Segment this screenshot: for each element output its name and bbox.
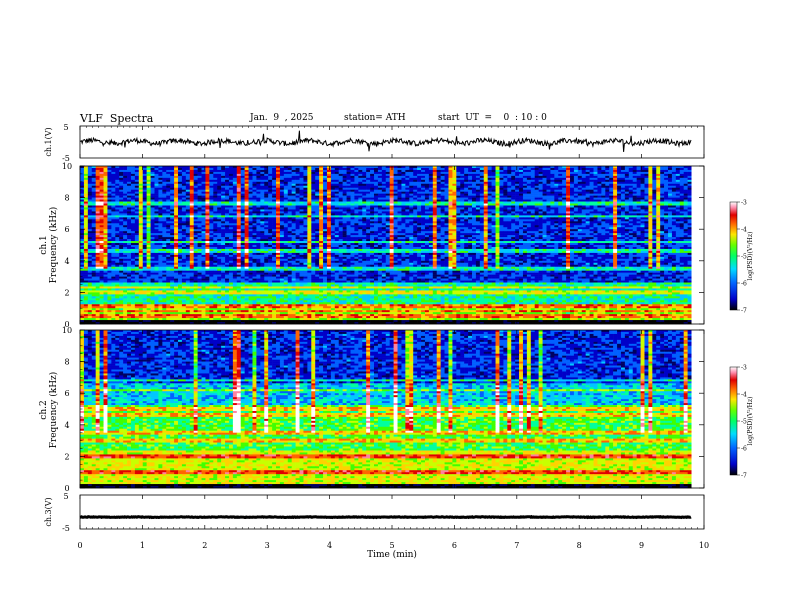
ch2-colorbar bbox=[729, 366, 738, 476]
ch3-ytick-top: 5 bbox=[63, 492, 68, 501]
figure-title: VLF Spectra bbox=[80, 112, 153, 125]
freq-tick-label: 0 bbox=[64, 320, 69, 329]
ch2-colorbar-ticks: -3 -4 -5 -6 -7 bbox=[737, 365, 747, 480]
x-tick-label: 6 bbox=[452, 541, 457, 550]
x-tick-label: 2 bbox=[202, 541, 207, 550]
freq-tick-label: 10 bbox=[62, 326, 72, 335]
x-tick-label: 3 bbox=[265, 541, 270, 550]
ch2-freq-axis-label: Frequency (kHz) bbox=[48, 372, 59, 449]
ch2-freq-ticks: 0 2 4 6 8 10 bbox=[62, 326, 704, 493]
ch2-channel-label: ch.2 bbox=[39, 400, 49, 419]
ch1-channel-label: ch.1 bbox=[39, 235, 49, 254]
ch1-waveform-ylabel: ch.1(V) bbox=[44, 127, 53, 156]
colorbar-tick-label: -6 bbox=[741, 446, 747, 453]
colorbar-tick-label: -5 bbox=[741, 419, 747, 426]
freq-tick-label: 6 bbox=[64, 225, 69, 234]
ch1-waveform-panel: 5 -5 ch.1(V) bbox=[44, 123, 705, 163]
x-tick-label: 9 bbox=[639, 541, 644, 550]
x-tick-label: 1 bbox=[140, 541, 145, 550]
colorbar-tick-label: -6 bbox=[741, 281, 747, 288]
date-label: Jan. 9 , 2025 bbox=[250, 113, 313, 123]
ch3-waveform-frame bbox=[79, 494, 705, 530]
ch1-waveform-trace bbox=[80, 130, 692, 152]
x-tick-label: 8 bbox=[577, 541, 582, 550]
x-tick-label: 5 bbox=[389, 541, 394, 550]
start-time-label: start UT = 0 : 10 : 0 bbox=[438, 113, 547, 123]
ch1-freq-ticks: 0 2 4 6 8 10 bbox=[62, 162, 704, 329]
ch3-waveform-trace bbox=[79, 514, 692, 520]
colorbar-tick-label: -4 bbox=[741, 227, 747, 234]
ch2-colorbar-label: log(PSD)(V²/Hz) bbox=[747, 397, 754, 446]
colorbar-tick-label: -3 bbox=[741, 200, 747, 207]
ch1-colorbar-label: log(PSD)(V²/Hz) bbox=[747, 232, 754, 281]
colorbar-tick-label: -5 bbox=[741, 254, 747, 261]
freq-tick-label: 8 bbox=[64, 358, 69, 367]
ch3-waveform-ylabel: ch.3(V) bbox=[44, 497, 53, 526]
spectrogram-cells bbox=[80, 166, 692, 325]
x-tick-label: 10 bbox=[699, 541, 709, 550]
colorbar-tick-label: -7 bbox=[741, 473, 747, 480]
ch1-spectrogram-image bbox=[80, 166, 704, 325]
x-tick-label: 0 bbox=[77, 541, 82, 550]
ch1-colorbar-ticks: -3 -4 -5 -6 -7 bbox=[737, 200, 747, 315]
ch1-ytick-top: 5 bbox=[63, 123, 68, 132]
spectrogram-cells bbox=[80, 330, 692, 489]
freq-tick-label: 4 bbox=[64, 257, 69, 266]
freq-tick-label: 6 bbox=[64, 389, 69, 398]
no-data-region bbox=[691, 330, 704, 488]
colorbar-tick-label: -3 bbox=[741, 365, 747, 372]
colorbar-tick-label: -4 bbox=[741, 392, 747, 399]
freq-tick-label: 2 bbox=[64, 452, 69, 461]
time-axis-ticks: 0 1 2 3 4 5 6 7 8 9 10 bbox=[77, 126, 709, 550]
ch3-ytick-bottom: -5 bbox=[62, 524, 70, 533]
ch1-colorbar bbox=[729, 201, 738, 311]
freq-tick-label: 2 bbox=[64, 288, 69, 297]
ch1-ytick-bottom: -5 bbox=[62, 154, 70, 163]
freq-tick-label: 10 bbox=[62, 162, 72, 171]
freq-tick-label: 0 bbox=[64, 484, 69, 493]
freq-tick-label: 4 bbox=[64, 421, 69, 430]
x-tick-label: 7 bbox=[514, 541, 519, 550]
ch1-freq-axis-label: Frequency (kHz) bbox=[48, 207, 59, 284]
time-axis-label: Time (min) bbox=[367, 549, 417, 560]
freq-tick-label: 8 bbox=[64, 194, 69, 203]
ch3-waveform-panel: 5 -5 ch.3(V) bbox=[44, 492, 705, 533]
station-label: station= ATH bbox=[344, 113, 406, 123]
no-data-region bbox=[691, 166, 704, 324]
colorbar-tick-label: -7 bbox=[741, 308, 747, 315]
x-tick-label: 4 bbox=[327, 541, 332, 550]
ch2-spectrogram-image bbox=[80, 330, 704, 489]
